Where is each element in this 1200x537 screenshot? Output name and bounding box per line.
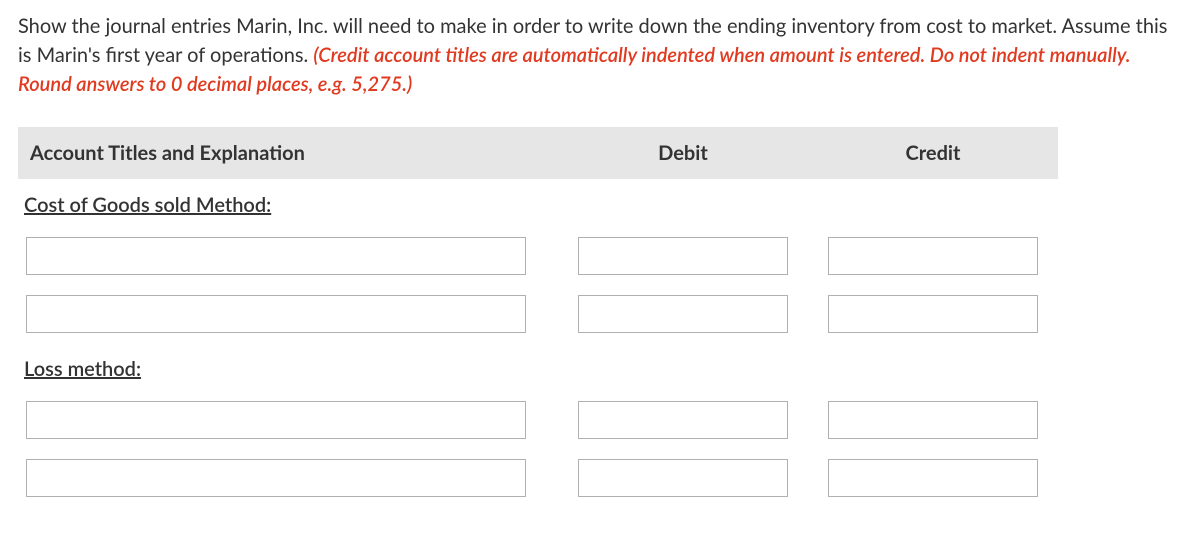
column-header-debit: Debit bbox=[558, 127, 808, 179]
table-header-row: Account Titles and Explanation Debit Cre… bbox=[18, 127, 1058, 179]
account-title-input[interactable] bbox=[26, 459, 526, 497]
table-row bbox=[18, 285, 1058, 343]
account-title-input[interactable] bbox=[26, 237, 526, 275]
debit-input[interactable] bbox=[578, 459, 788, 497]
credit-input[interactable] bbox=[828, 237, 1038, 275]
table-row bbox=[18, 227, 1058, 285]
debit-input[interactable] bbox=[578, 237, 788, 275]
debit-input[interactable] bbox=[578, 295, 788, 333]
journal-entry-table: Account Titles and Explanation Debit Cre… bbox=[18, 127, 1058, 507]
section-label-cogs: Cost of Goods sold Method: bbox=[18, 179, 1058, 227]
credit-input[interactable] bbox=[828, 401, 1038, 439]
account-title-input[interactable] bbox=[26, 295, 526, 333]
credit-input[interactable] bbox=[828, 459, 1038, 497]
table-row bbox=[18, 391, 1058, 449]
debit-input[interactable] bbox=[578, 401, 788, 439]
column-header-credit: Credit bbox=[808, 127, 1058, 179]
column-header-account: Account Titles and Explanation bbox=[18, 127, 558, 179]
section-row-loss: Loss method: bbox=[18, 343, 1058, 391]
table-row bbox=[18, 449, 1058, 507]
credit-input[interactable] bbox=[828, 295, 1038, 333]
section-label-loss: Loss method: bbox=[18, 343, 1058, 391]
account-title-input[interactable] bbox=[26, 401, 526, 439]
section-row-cogs: Cost of Goods sold Method: bbox=[18, 179, 1058, 227]
question-prompt: Show the journal entries Marin, Inc. wil… bbox=[18, 12, 1182, 99]
